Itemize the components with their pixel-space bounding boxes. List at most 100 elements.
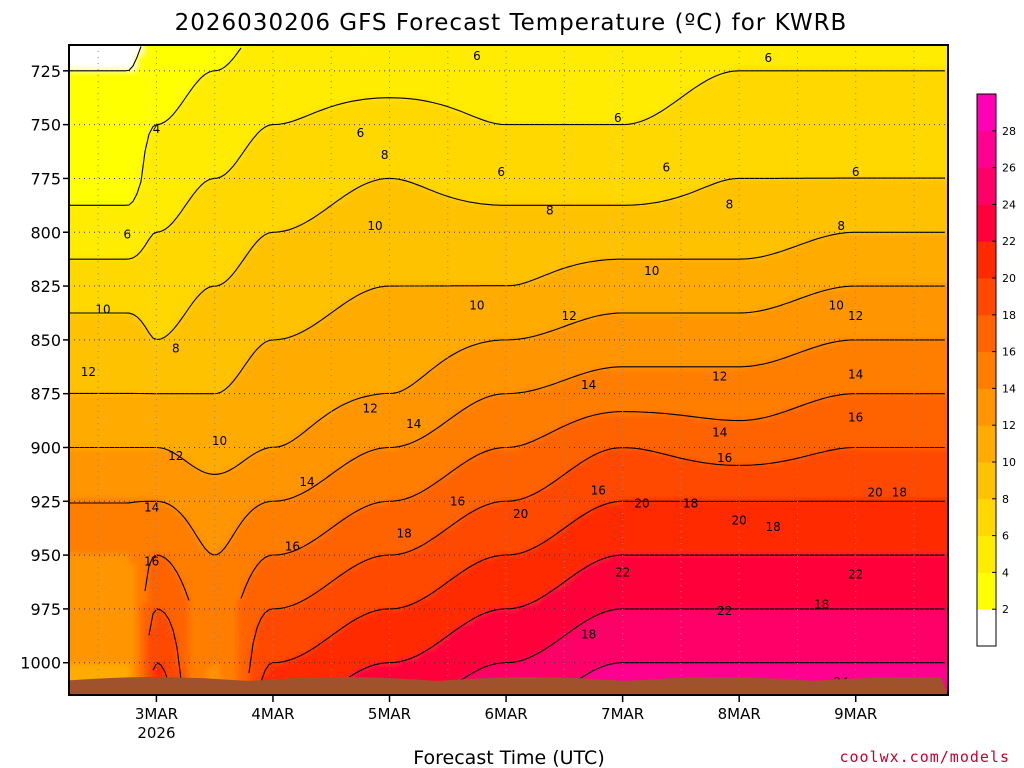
colorbar-tick-label: 26 <box>1002 162 1016 175</box>
colorbar-tick-label: 8 <box>1002 493 1009 506</box>
credit-text: coolwx.com/models <box>839 748 1010 766</box>
colorbar-tick-label: 16 <box>1002 346 1016 359</box>
colorbar-swatch <box>977 609 996 647</box>
x-tick-label: 3MAR <box>135 705 178 723</box>
isotherm-label: 16 <box>591 484 606 498</box>
colorbar-swatch <box>977 462 996 500</box>
isotherm-18 <box>148 446 945 680</box>
colorbar-swatch <box>977 204 996 242</box>
grid-lines <box>69 45 948 695</box>
colorbar-swatch <box>977 425 996 463</box>
isotherm-12 <box>69 285 945 475</box>
y-tick-label: 1000 <box>20 654 61 673</box>
colorbar-swatch <box>977 241 996 279</box>
isotherm-label: 12 <box>712 370 727 384</box>
x-tick-year: 2026 <box>137 724 175 742</box>
colorbar-swatch <box>977 130 996 169</box>
isotherm-label: 8 <box>837 219 845 233</box>
isotherm-24 <box>440 608 945 695</box>
isotherm-label: 22 <box>717 604 732 618</box>
x-tick-label: 4MAR <box>251 705 294 723</box>
isotherm-label: 20 <box>732 514 747 528</box>
isotherm-20 <box>152 500 945 685</box>
plot-area: 4666666668888810101010101012121212121214… <box>69 45 948 695</box>
x-tick-label: 6MAR <box>484 705 527 723</box>
isotherm-label: 10 <box>469 298 484 312</box>
y-tick-label: 900 <box>30 438 61 457</box>
colorbar-swatch <box>977 351 996 389</box>
isotherm-label: 18 <box>814 598 829 612</box>
isotherm-label: 8 <box>381 148 389 162</box>
isotherm-label: 12 <box>362 402 377 416</box>
isotherm-16 <box>144 393 945 601</box>
isotherm-label: 14 <box>581 378 596 392</box>
colorbar-swatch <box>977 535 996 573</box>
colorbar-tick-label: 28 <box>1002 125 1016 138</box>
isotherm-label: 12 <box>168 449 183 463</box>
colorbar-swatch <box>977 94 996 132</box>
isotherm-label: 6 <box>764 51 772 65</box>
x-tick-label: 8MAR <box>718 705 761 723</box>
isotherm-label: 10 <box>829 298 844 312</box>
isotherm-label: 8 <box>172 342 180 356</box>
isotherm-label: 10 <box>95 303 110 317</box>
y-tick-label: 775 <box>30 169 61 188</box>
isotherm-label: 14 <box>712 425 727 439</box>
y-tick-label: 725 <box>30 62 61 81</box>
isotherm-label: 20 <box>513 507 528 521</box>
isotherm-label: 14 <box>299 475 314 489</box>
isotherm-label: 10 <box>367 219 382 233</box>
isotherm-label: 16 <box>285 540 300 554</box>
colorbar-swatch <box>977 314 996 353</box>
ground-terrain <box>69 677 948 695</box>
colorbar-tick-label: 18 <box>1002 309 1016 322</box>
plot-frame <box>68 44 949 696</box>
isotherm-label: 8 <box>726 197 734 211</box>
isotherm-label: 12 <box>848 309 863 323</box>
isotherm-label: 14 <box>144 501 159 515</box>
isotherm-label: 6 <box>614 111 622 125</box>
chart-title: 2026030206 GFS Forecast Temperature (ºC)… <box>175 10 848 36</box>
y-tick-label: 850 <box>30 331 61 350</box>
colorbar-swatch <box>977 388 996 426</box>
colorbar-tick-label: 20 <box>1002 272 1016 285</box>
isotherm-label: 18 <box>396 527 411 541</box>
isotherm-label: 4 <box>153 122 161 136</box>
x-tick-label: 9MAR <box>834 705 877 723</box>
isotherm-label: 12 <box>562 309 577 323</box>
y-tick-label: 750 <box>30 116 61 135</box>
isotherm-label: 16 <box>717 451 732 465</box>
colorbar-tick-label: 14 <box>1002 382 1016 395</box>
colorbar-swatch <box>977 167 996 205</box>
isotherm-label: 16 <box>144 555 159 569</box>
isotherm-label: 14 <box>848 367 863 381</box>
isotherm-label: 18 <box>683 496 698 510</box>
x-tick-label: 7MAR <box>601 705 644 723</box>
isotherm-4 <box>69 47 242 206</box>
isotherm-label: 12 <box>81 365 96 379</box>
y-tick-label: 875 <box>30 385 61 404</box>
isotherm-label: 16 <box>450 494 465 508</box>
colorbar-tick-label: 6 <box>1002 530 1009 543</box>
isotherm-labels: 4666666668888810101010101012121212121214… <box>81 49 907 689</box>
y-tick-label: 825 <box>30 277 61 296</box>
isotherm-label: 6 <box>123 227 131 241</box>
colorbar-swatch <box>977 278 996 316</box>
isotherm-label: 6 <box>473 49 481 63</box>
colorbar-swatch <box>977 498 996 537</box>
colorbar-tick-label: 24 <box>1002 198 1016 211</box>
colorbar-swatch <box>977 572 996 610</box>
y-tick-label: 975 <box>30 600 61 619</box>
isotherm-label: 8 <box>546 204 554 218</box>
isotherm-label: 22 <box>615 565 630 579</box>
isotherm-label: 14 <box>406 417 421 431</box>
isotherm-label: 18 <box>766 520 781 534</box>
colorbar-tick-label: 12 <box>1002 419 1016 432</box>
isotherm-label: 10 <box>212 434 227 448</box>
y-axis: 725 750 775 800 825 850 875 900 925 950 975 1000 <box>20 62 69 673</box>
colorbar-tick-label: 2 <box>1002 603 1009 616</box>
isotherm-label: 6 <box>497 165 505 179</box>
